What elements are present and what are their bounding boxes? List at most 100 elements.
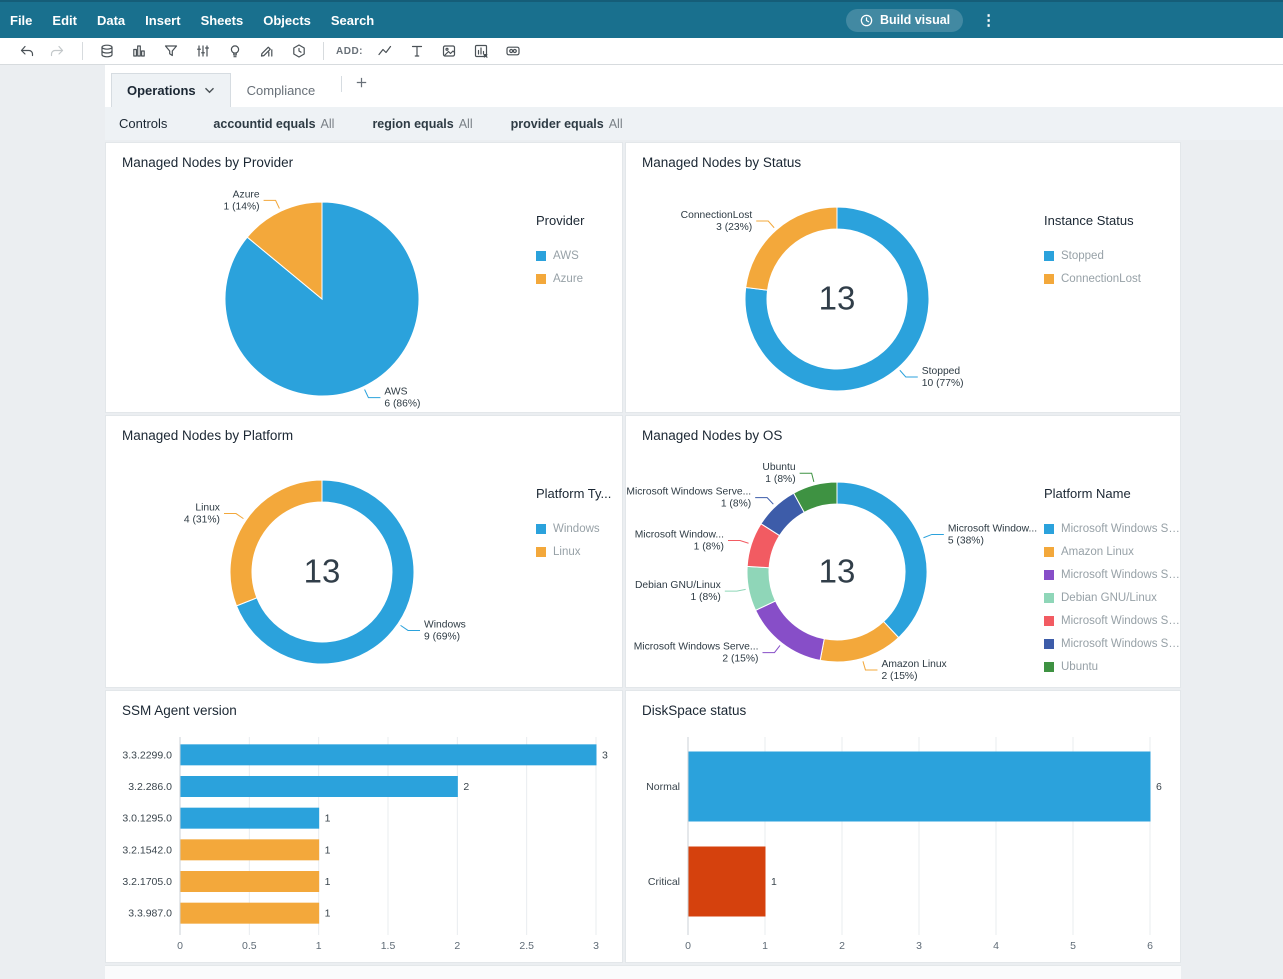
filter-field-label: accountid equals — [213, 117, 315, 131]
menu-item-file[interactable]: File — [0, 13, 42, 28]
bar-chart-ssm: 00.511.522.533.3.2299.033.2.286.023.0.12… — [118, 731, 618, 959]
legend-label: Azure — [553, 273, 583, 285]
bar-3.2.286.0[interactable] — [181, 776, 458, 797]
visual-types-icon — [131, 43, 147, 59]
x-tick-label: 4 — [993, 940, 999, 952]
bar-3.2.1542.0[interactable] — [181, 839, 320, 860]
sheet-tabs: OperationsCompliance — [105, 65, 1283, 107]
legend-item-stopped[interactable]: Stopped — [1044, 244, 1141, 267]
pie-segment-Amazon Linux[interactable] — [820, 622, 898, 662]
legend-label: Microsoft Windows Se... — [1061, 615, 1183, 627]
menu-item-data[interactable]: Data — [87, 13, 135, 28]
menu-item-sheets[interactable]: Sheets — [191, 13, 254, 28]
dataset-button[interactable] — [97, 42, 117, 60]
header-right: Build visual ⋮ — [846, 2, 1000, 38]
legend-item-amazon-linux[interactable]: Amazon Linux — [1044, 540, 1183, 563]
build-visual-label: Build visual — [880, 13, 950, 27]
filter-region[interactable]: region equalsAll — [372, 116, 472, 131]
legend-title: Platform Name — [1044, 486, 1183, 501]
line-chart-button[interactable] — [375, 42, 395, 60]
build-visual-button[interactable]: Build visual — [846, 9, 963, 32]
legend-item-microsoft-windows-se-[interactable]: Microsoft Windows Se... — [1044, 632, 1183, 655]
bar-3.2.1705.0[interactable] — [181, 871, 320, 892]
legend-title: Platform Ty... — [536, 486, 611, 501]
value-label: 1 — [325, 844, 331, 856]
legend-item-linux[interactable]: Linux — [536, 540, 611, 563]
legend-label: Linux — [553, 546, 581, 558]
visual-body: AWS6 (86%)Azure1 (14%)ProviderAWSAzure — [106, 177, 622, 412]
category-label: 3.3.987.0 — [128, 908, 172, 920]
menu-items: FileEditDataInsertSheetsObjectsSearch — [0, 13, 384, 28]
visual-title: Managed Nodes by OS — [642, 428, 782, 443]
filter-provider[interactable]: provider equalsAll — [511, 116, 623, 131]
legend-swatch — [1044, 616, 1054, 626]
insights-button[interactable] — [225, 42, 245, 60]
pie-segment-Microsoft Windows Serve...[interactable] — [756, 601, 825, 660]
bar-3.3.2299.0[interactable] — [181, 744, 597, 765]
insert-visual-button[interactable] — [471, 42, 491, 60]
pie-chart-os: Microsoft Window...5 (38%)Amazon Linux2 … — [626, 450, 1036, 688]
embed-icon — [505, 43, 521, 59]
legend-item-debian-gnu-linux[interactable]: Debian GNU/Linux — [1044, 586, 1183, 609]
add-sheet-button[interactable] — [352, 73, 371, 95]
legend-item-azure[interactable]: Azure — [536, 267, 584, 290]
sheet-footer — [105, 965, 1181, 979]
callout-line — [762, 645, 780, 652]
legend-swatch — [536, 547, 546, 557]
legend-item-microsoft-windows-se-[interactable]: Microsoft Windows Se... — [1044, 517, 1183, 540]
filter-value: All — [321, 117, 335, 131]
callout-label: AWS6 (86%) — [384, 387, 420, 410]
visual-title: Managed Nodes by Status — [642, 155, 801, 170]
category-label: 3.3.2299.0 — [122, 749, 172, 761]
image-icon — [441, 43, 457, 59]
legend-item-ubuntu[interactable]: Ubuntu — [1044, 655, 1183, 678]
tab-operations[interactable]: Operations — [111, 73, 231, 107]
x-tick-label: 0.5 — [242, 940, 257, 952]
more-options-button[interactable]: ⋮ — [977, 11, 1000, 30]
visual-card-platform: Managed Nodes by PlatformWindows9 (69%)L… — [105, 415, 623, 688]
legend-item-microsoft-windows-se-[interactable]: Microsoft Windows Se... — [1044, 563, 1183, 586]
visual-title: DiskSpace status — [642, 703, 746, 718]
bar-3.3.987.0[interactable] — [181, 903, 320, 924]
themes-button[interactable] — [289, 42, 309, 60]
visual-body: Windows9 (69%)Linux4 (31%)13 Platform Ty.… — [106, 450, 622, 687]
visual-card-os: Managed Nodes by OS Microsoft Window...5 … — [625, 415, 1181, 688]
callout-line — [800, 473, 814, 482]
filter-button[interactable] — [161, 42, 181, 60]
pie-chart-platform: Windows9 (69%)Linux4 (31%)13 — [106, 450, 528, 688]
redo-button[interactable] — [48, 42, 68, 60]
legend-swatch — [1044, 524, 1054, 534]
bar-Normal[interactable] — [689, 752, 1151, 822]
filter-accountid[interactable]: accountid equals All — [213, 116, 334, 131]
menu-item-insert[interactable]: Insert — [135, 13, 190, 28]
bar-Critical[interactable] — [689, 847, 766, 917]
bar-3.0.1295.0[interactable] — [181, 808, 320, 829]
legend-status: Instance StatusStoppedConnectionLost — [1044, 213, 1141, 290]
menu-item-objects[interactable]: Objects — [253, 13, 321, 28]
tab-compliance[interactable]: Compliance — [231, 73, 332, 107]
parameters-button[interactable] — [193, 42, 213, 60]
legend-swatch — [1044, 570, 1054, 580]
visual-body: Stopped10 (77%)ConnectionLost3 (23%)13In… — [626, 177, 1180, 412]
legend-item-microsoft-windows-se-[interactable]: Microsoft Windows Se... — [1044, 609, 1183, 632]
legend-item-connectionlost[interactable]: ConnectionLost — [1044, 267, 1141, 290]
image-button[interactable] — [439, 42, 459, 60]
controls-bar: Controls accountid equalsAllregion equal… — [105, 107, 1283, 140]
embed-button[interactable] — [503, 42, 523, 60]
pencil-chart-button[interactable] — [257, 42, 277, 60]
pie-segment-ConnectionLost[interactable] — [746, 207, 837, 290]
x-tick-label: 3 — [916, 940, 922, 952]
category-label: 3.2.1705.0 — [122, 876, 172, 888]
visual-title: SSM Agent version — [122, 703, 237, 718]
menu-item-search[interactable]: Search — [321, 13, 384, 28]
menu-item-edit[interactable]: Edit — [42, 13, 87, 28]
toolbar: ADD: — [0, 38, 1283, 65]
legend-label: AWS — [553, 250, 579, 262]
undo-button[interactable] — [16, 42, 36, 60]
callout-label: Microsoft Windows Serve...2 (15%) — [634, 642, 759, 665]
filter-field-label: provider equals — [511, 117, 604, 131]
text-button[interactable] — [407, 42, 427, 60]
legend-item-aws[interactable]: AWS — [536, 244, 584, 267]
visual-types-button[interactable] — [129, 42, 149, 60]
legend-item-windows[interactable]: Windows — [536, 517, 611, 540]
